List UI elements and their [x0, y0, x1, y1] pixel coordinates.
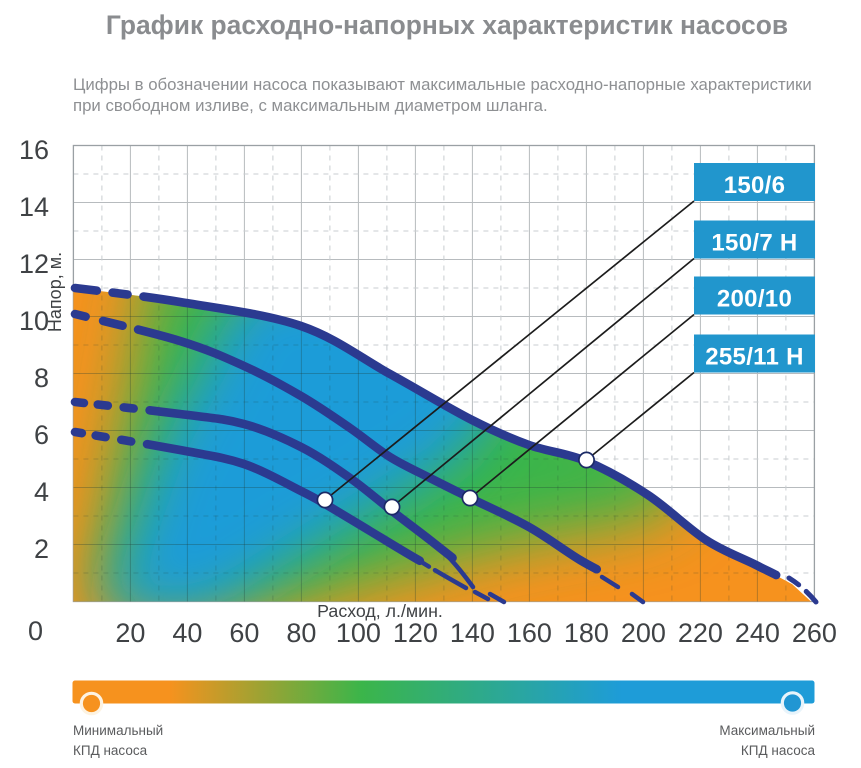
svg-text:Максимальный: Максимальный — [719, 723, 815, 738]
svg-text:КПД насоса: КПД насоса — [73, 743, 148, 758]
svg-text:140: 140 — [450, 618, 495, 648]
svg-text:4: 4 — [34, 477, 49, 507]
svg-text:10: 10 — [19, 306, 49, 336]
svg-text:260: 260 — [792, 618, 837, 648]
svg-text:8: 8 — [34, 363, 49, 393]
svg-text:20: 20 — [115, 618, 145, 648]
svg-text:200/10: 200/10 — [717, 286, 792, 313]
svg-text:Напор, м.: Напор, м. — [45, 252, 65, 332]
svg-text:80: 80 — [286, 618, 316, 648]
svg-text:16: 16 — [19, 135, 49, 165]
svg-text:2: 2 — [34, 534, 49, 564]
svg-text:14: 14 — [19, 192, 49, 222]
svg-text:0: 0 — [28, 616, 43, 646]
svg-text:6: 6 — [34, 420, 49, 450]
svg-text:255/11 Н: 255/11 Н — [705, 344, 803, 371]
svg-text:150/7 Н: 150/7 Н — [711, 230, 797, 257]
svg-text:Минимальный: Минимальный — [73, 723, 163, 738]
svg-text:Цифры в обозначении насоса пок: Цифры в обозначении насоса показывают ма… — [73, 75, 812, 94]
svg-text:12: 12 — [19, 249, 49, 279]
svg-text:160: 160 — [507, 618, 552, 648]
svg-text:КПД насоса: КПД насоса — [741, 743, 816, 758]
svg-text:180: 180 — [564, 618, 609, 648]
svg-text:40: 40 — [172, 618, 202, 648]
svg-text:220: 220 — [678, 618, 723, 648]
svg-text:при свободном изливе, с максим: при свободном изливе, с максимальным диа… — [73, 96, 548, 115]
svg-text:150/6: 150/6 — [724, 172, 786, 199]
svg-text:200: 200 — [621, 618, 666, 648]
svg-text:График расходно-напорных харак: График расходно-напорных характеристик н… — [106, 10, 788, 40]
svg-text:120: 120 — [393, 618, 438, 648]
svg-text:60: 60 — [229, 618, 259, 648]
svg-text:100: 100 — [336, 618, 381, 648]
svg-text:Расход, л./мин.: Расход, л./мин. — [317, 601, 443, 621]
svg-text:240: 240 — [735, 618, 780, 648]
